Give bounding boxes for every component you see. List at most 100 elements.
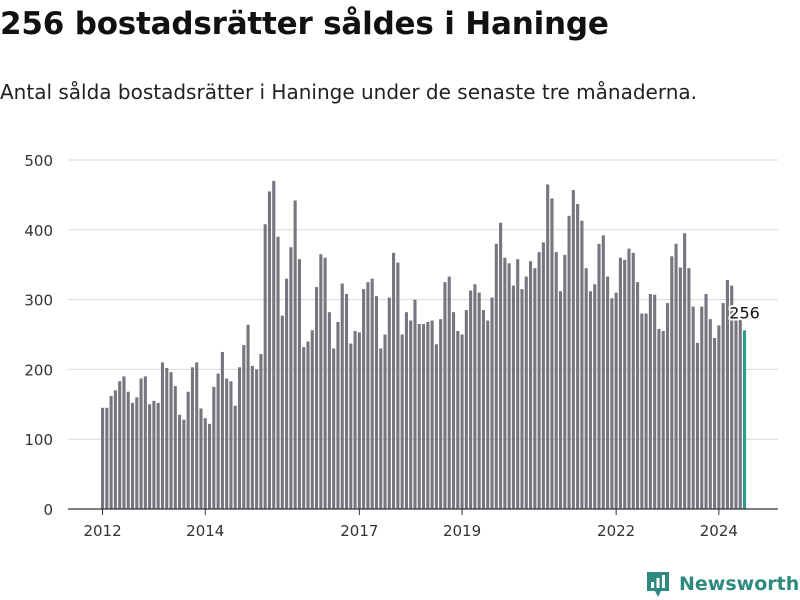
bar xyxy=(644,313,648,509)
bar xyxy=(400,334,404,509)
bar xyxy=(297,259,301,509)
bar xyxy=(344,294,349,509)
bar xyxy=(730,285,734,509)
bar xyxy=(700,306,704,509)
bar xyxy=(717,325,721,509)
x-axis-ticks: 2012 2014 2017 2019 2022 2024 xyxy=(83,509,738,540)
bar xyxy=(353,331,357,509)
bar xyxy=(580,220,584,509)
bar xyxy=(315,287,319,509)
y-tick-label: 200 xyxy=(24,361,53,379)
bar xyxy=(225,378,229,509)
bar xyxy=(499,222,503,509)
bar xyxy=(285,278,289,509)
bar xyxy=(319,254,323,509)
bar xyxy=(195,362,199,509)
bars xyxy=(101,180,747,510)
bar xyxy=(387,297,391,509)
bar xyxy=(404,312,408,509)
bar xyxy=(165,368,169,509)
bar xyxy=(156,402,160,509)
bar xyxy=(516,259,520,509)
bar xyxy=(610,298,614,509)
bar xyxy=(614,292,618,509)
bar xyxy=(250,365,254,509)
bar xyxy=(708,319,712,509)
bar xyxy=(434,344,438,509)
bar xyxy=(567,215,571,509)
bar xyxy=(212,386,216,509)
bar xyxy=(417,324,421,509)
bar xyxy=(220,351,224,509)
x-tick-label: 2022 xyxy=(597,522,635,540)
bar xyxy=(554,252,558,510)
bar xyxy=(648,294,652,509)
bar xyxy=(473,284,477,509)
bar xyxy=(306,341,310,509)
bar xyxy=(122,376,126,509)
bar xyxy=(272,180,276,509)
y-axis-ticks: 0 100 200 300 400 500 xyxy=(24,152,53,519)
bar xyxy=(327,312,331,509)
bar xyxy=(366,282,370,509)
bar xyxy=(571,190,575,509)
bar xyxy=(695,342,700,509)
bar xyxy=(396,262,400,509)
bar xyxy=(734,310,738,509)
bar xyxy=(276,236,280,509)
y-tick-label: 100 xyxy=(24,431,53,449)
x-tick-label: 2014 xyxy=(186,522,224,540)
y-tick-label: 300 xyxy=(24,292,53,310)
bar xyxy=(546,184,550,509)
bar xyxy=(208,423,212,509)
bar xyxy=(143,376,147,509)
bar xyxy=(190,367,194,509)
bar xyxy=(233,405,237,509)
bar xyxy=(627,248,631,509)
bar xyxy=(413,299,417,509)
bar xyxy=(524,276,528,509)
bar xyxy=(242,344,246,509)
bar xyxy=(349,343,353,509)
bar xyxy=(302,347,306,509)
bar xyxy=(631,252,635,510)
bar xyxy=(332,348,336,509)
bar xyxy=(511,285,515,509)
bar xyxy=(370,278,374,509)
bar xyxy=(593,284,597,509)
bar xyxy=(451,312,456,509)
bar xyxy=(237,367,242,509)
bar xyxy=(507,263,511,509)
bar xyxy=(691,306,695,509)
bar xyxy=(687,268,691,509)
bar xyxy=(558,291,563,509)
x-tick-label: 2012 xyxy=(83,522,121,540)
bar xyxy=(460,334,464,509)
bar xyxy=(563,254,567,509)
bar xyxy=(533,268,537,509)
bar xyxy=(336,321,340,509)
bar xyxy=(186,391,190,509)
bar xyxy=(623,259,627,509)
bar xyxy=(229,381,233,509)
bar xyxy=(584,268,588,509)
bar xyxy=(383,334,387,509)
bar xyxy=(409,320,413,509)
highlight-value-label: 256 xyxy=(729,303,760,322)
bar xyxy=(139,378,143,509)
bar xyxy=(182,419,186,509)
bar xyxy=(267,191,272,509)
bar xyxy=(529,261,533,509)
bar xyxy=(469,290,473,509)
bar xyxy=(173,386,177,509)
bar xyxy=(280,315,284,509)
bar xyxy=(101,407,105,509)
bar xyxy=(259,354,263,509)
bar xyxy=(674,243,678,509)
highlight-value-label-halo: 256 xyxy=(729,303,760,322)
bar xyxy=(374,296,379,509)
bar xyxy=(379,348,383,509)
bar xyxy=(537,252,541,510)
bar xyxy=(289,247,293,509)
bar-highlight xyxy=(743,330,747,509)
